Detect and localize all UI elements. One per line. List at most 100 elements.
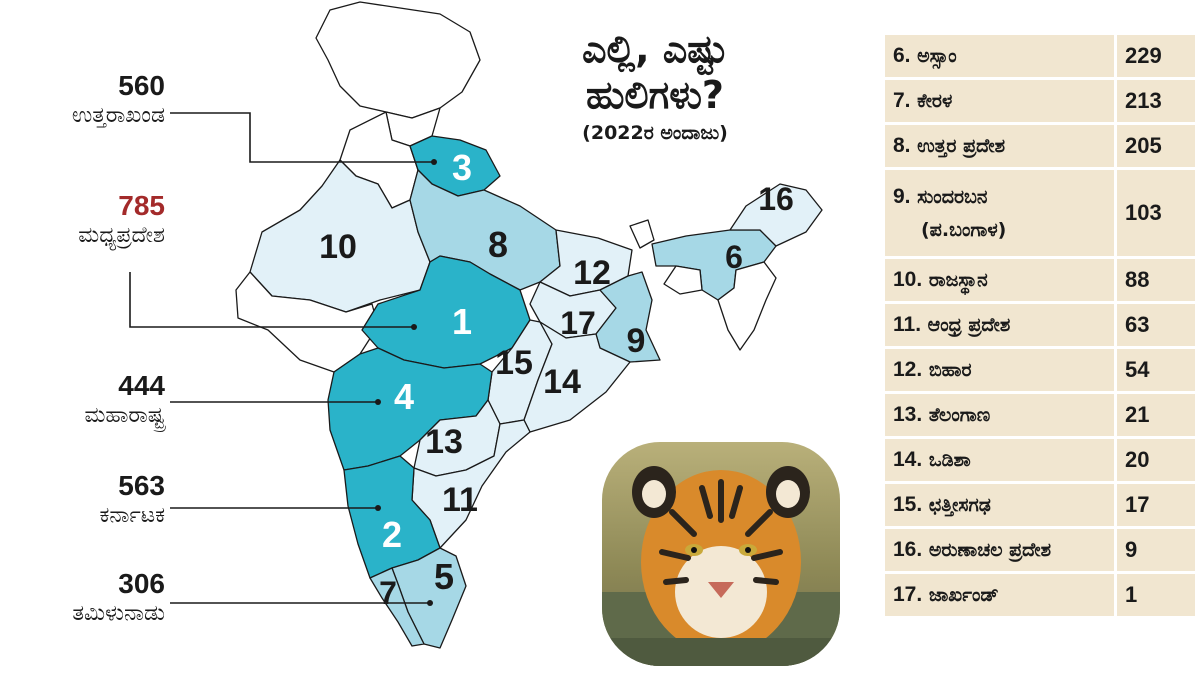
table-row: 10. ರಾಜಸ್ಥಾನ 88 — [885, 259, 1195, 301]
map-label-16: 16 — [758, 181, 794, 217]
table-row: 6. ಅಸ್ಸಾಂ 229 — [885, 35, 1195, 77]
table-state-name: ಕೇರಳ — [917, 90, 953, 112]
title-line-1: ಎಲ್ಲಿ, ಎಷ್ಟು — [582, 27, 728, 71]
tiger-count-table: 6. ಅಸ್ಸಾಂ 229 7. ಕೇರಳ 213 8. ಉತ್ತರ ಪ್ರದೇ… — [882, 32, 1198, 619]
table-state-name: ಒಡಿಶಾ — [928, 449, 971, 471]
table-cell-state: 10. ರಾಜಸ್ಥಾನ — [885, 259, 1114, 301]
callout-state: ಮಹಾರಾಷ್ಟ್ರ — [84, 403, 165, 428]
table-cell-state: 11. ಆಂಧ್ರ ಪ್ರದೇಶ — [885, 304, 1114, 346]
table-rank: 13. — [893, 403, 923, 426]
table-cell-state: 14. ಒಡಿಶಾ — [885, 439, 1114, 481]
table-rank: 12. — [893, 358, 923, 381]
callout-maharashtra: 444 ಮಹಾರಾಷ್ಟ್ರ — [84, 370, 165, 430]
table-cell-count: 21 — [1117, 394, 1195, 436]
table-cell-state: 7. ಕೇರಳ — [885, 80, 1114, 122]
region-northeast-states — [717, 261, 777, 351]
region-odisha — [523, 321, 631, 433]
table-cell-state: 9. ಸುಂದರಬನ (ಪ.ಬಂಗಾಳ) — [885, 170, 1114, 256]
map-label-7: 7 — [379, 575, 397, 611]
map-label-15: 15 — [495, 344, 533, 382]
table-row: 13. ತೆಲಂಗಾಣ 21 — [885, 394, 1195, 436]
callout-count: 563 — [118, 470, 165, 501]
map-label-11: 11 — [442, 481, 478, 519]
table-rank: 17. — [893, 583, 923, 606]
table-row: 14. ಒಡಿಶಾ 20 — [885, 439, 1195, 481]
map-label-2: 2 — [382, 514, 402, 555]
leader-dot-tamil-nadu — [427, 600, 433, 606]
table-state-name: ಅರುಣಾಚಲ ಪ್ರದೇಶ — [928, 539, 1052, 561]
region-arunachal-pradesh — [729, 183, 823, 247]
table-rank: 8. — [893, 134, 911, 157]
map-title: ಎಲ್ಲಿ, ಎಷ್ಟು ಹುಲಿಗಳು? (2022ರ ಅಂದಾಜು) — [530, 26, 780, 144]
table-rank: 15. — [893, 493, 923, 516]
table-cell-count: 103 — [1117, 170, 1195, 256]
table-cell-state: 12. ಬಿಹಾರ — [885, 349, 1114, 391]
table-rank: 10. — [893, 268, 923, 291]
callout-state: ತಮಿಳುನಾಡು — [72, 601, 165, 626]
callout-uttarakhand: 560 ಉತ್ತರಾಖಂಡ — [72, 70, 165, 130]
region-jammu-kashmir — [315, 1, 481, 119]
table-cell-state: 8. ಉತ್ತರ ಪ್ರದೇಶ — [885, 125, 1114, 167]
table-row: 9. ಸುಂದರಬನ (ಪ.ಬಂಗಾಳ) 103 — [885, 170, 1195, 256]
callout-state: ಕರ್ನಾಟಕ — [99, 503, 165, 528]
map-label-14: 14 — [543, 363, 581, 401]
leader-line-madhya-pradesh — [129, 272, 414, 328]
table-rank: 6. — [893, 44, 911, 67]
map-label-4: 4 — [394, 376, 414, 417]
callout-count: 560 — [118, 70, 165, 101]
callout-count: 306 — [118, 568, 165, 599]
table-rank: 16. — [893, 538, 923, 561]
map-label-9: 9 — [627, 322, 646, 360]
region-meghalaya — [663, 265, 703, 295]
table-cell-count: 229 — [1117, 35, 1195, 77]
table-row: 7. ಕೇರಳ 213 — [885, 80, 1195, 122]
title-subtitle: (2022ರ ಅಂದಾಜು) — [582, 122, 728, 144]
leader-dot-karnataka — [375, 505, 381, 511]
region-uttar-pradesh — [409, 169, 561, 291]
callout-count: 444 — [118, 370, 165, 401]
table-row: 11. ಆಂಧ್ರ ಪ್ರದೇಶ 63 — [885, 304, 1195, 346]
map-label-6: 6 — [725, 239, 743, 275]
table-cell-count: 17 — [1117, 484, 1195, 526]
callout-karnataka: 563 ಕರ್ನಾಟಕ — [99, 470, 165, 530]
table-cell-count: 63 — [1117, 304, 1195, 346]
table-cell-state: 17. ಜಾರ್ಖಂಡ್ — [885, 574, 1114, 616]
map-label-10: 10 — [319, 228, 357, 266]
callout-state: ಮಧ್ಯಪ್ರದೇಶ — [78, 223, 165, 248]
table-cell-state: 6. ಅಸ್ಸಾಂ — [885, 35, 1114, 77]
table-state-name: ಛತ್ತೀಸಗಢ — [928, 494, 991, 516]
table-state-name: ರಾಜಸ್ಥಾನ — [928, 269, 988, 291]
table-rank: 9. — [893, 185, 911, 208]
region-rajasthan — [249, 159, 431, 313]
map-label-3: 3 — [452, 147, 472, 188]
leader-dot-uttarakhand — [431, 159, 437, 165]
table-rank: 14. — [893, 448, 923, 471]
table-cell-count: 54 — [1117, 349, 1195, 391]
table-row: 16. ಅರುಣಾಚಲ ಪ್ರದೇಶ 9 — [885, 529, 1195, 571]
title-line-2: ಹುಲಿಗಳು? — [586, 73, 724, 117]
table-row: 12. ಬಿಹಾರ 54 — [885, 349, 1195, 391]
table-row: 17. ಜಾರ್ಖಂಡ್ 1 — [885, 574, 1195, 616]
table-cell-count: 205 — [1117, 125, 1195, 167]
leader-dot-madhya-pradesh — [411, 324, 417, 330]
region-kerala — [369, 567, 425, 647]
table-state-line-1: 9. ಸುಂದರಬನ — [893, 185, 1106, 209]
map-label-17: 17 — [560, 305, 596, 341]
table-row: 8. ಉತ್ತರ ಪ್ರದೇಶ 205 — [885, 125, 1195, 167]
table-state-name: ಆಂಧ್ರ ಪ್ರದೇಶ — [927, 314, 1011, 336]
table-row: 15. ಛತ್ತೀಸಗಢ 17 — [885, 484, 1195, 526]
india-tiger-map: 1 2 3 4 5 6 7 8 9 10 11 12 13 14 15 16 1… — [129, 1, 823, 649]
map-label-12: 12 — [573, 254, 611, 292]
table-rank: 7. — [893, 89, 911, 112]
table-cell-count: 20 — [1117, 439, 1195, 481]
map-label-5: 5 — [434, 556, 454, 597]
callout-madhya-pradesh: 785 ಮಧ್ಯಪ್ರದೇಶ — [78, 190, 165, 250]
table-state-name: ಸುಂದರಬನ — [917, 186, 988, 208]
leader-line-uttarakhand — [170, 112, 434, 163]
table-cell-count: 88 — [1117, 259, 1195, 301]
map-label-13: 13 — [425, 423, 463, 461]
table-cell-count: 9 — [1117, 529, 1195, 571]
callout-count-highlight: 785 — [118, 190, 165, 221]
table-rank: 11. — [893, 313, 922, 336]
map-label-8: 8 — [488, 224, 508, 265]
